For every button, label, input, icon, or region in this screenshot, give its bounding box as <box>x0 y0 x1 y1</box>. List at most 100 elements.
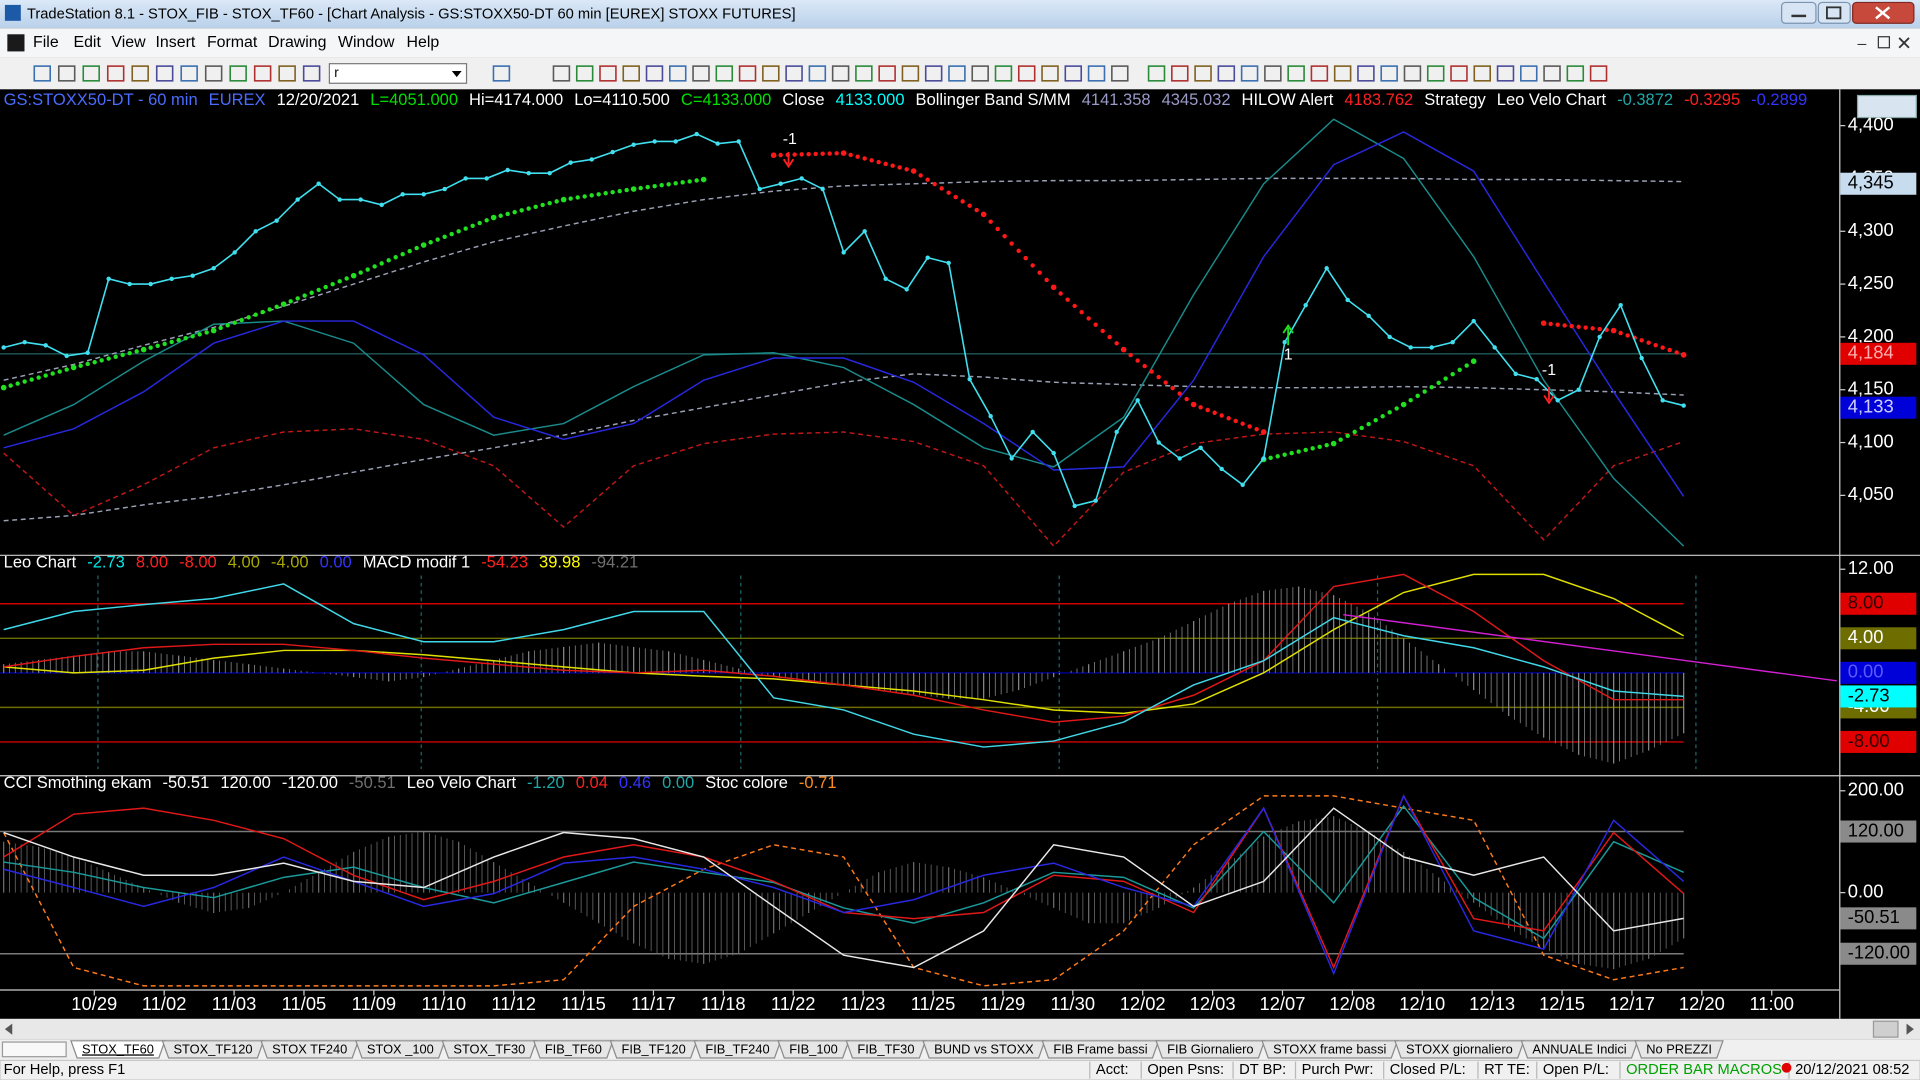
strategy-dot-trail <box>106 356 111 361</box>
price-dot <box>232 250 237 255</box>
menu-item[interactable]: Help <box>407 34 440 51</box>
tab[interactable] <box>161 1040 265 1059</box>
toolbar-icon[interactable] <box>738 65 757 82</box>
doc-close[interactable] <box>1898 37 1910 49</box>
tab[interactable] <box>260 1040 360 1059</box>
toolbar-icon[interactable] <box>278 65 296 82</box>
toolbar-icon[interactable] <box>878 65 896 82</box>
toolbar-icon[interactable] <box>1147 65 1166 82</box>
scroll-left[interactable] <box>4 1023 13 1035</box>
toolbar-icon[interactable] <box>1520 65 1538 82</box>
menu-item[interactable]: File <box>33 34 59 51</box>
minimize-button[interactable] <box>1781 1 1817 24</box>
toolbar-icon[interactable] <box>1310 65 1329 82</box>
menu-item[interactable]: Format <box>207 34 258 51</box>
toolbar-icon[interactable] <box>831 65 850 82</box>
toolbar-icon[interactable] <box>1194 65 1212 82</box>
tab[interactable] <box>1261 1040 1399 1059</box>
toolbar-icon[interactable] <box>645 65 664 82</box>
tab[interactable] <box>355 1040 446 1059</box>
toolbar-icon[interactable] <box>552 65 571 82</box>
tab[interactable] <box>1394 1040 1525 1059</box>
toolbar-icon[interactable] <box>1287 65 1305 82</box>
tab[interactable] <box>441 1040 538 1059</box>
toolbar-icon[interactable] <box>1217 65 1236 82</box>
toolbar-icon[interactable] <box>1333 65 1352 82</box>
toolbar-icon[interactable] <box>785 65 803 82</box>
toolbar-icon[interactable] <box>1171 65 1189 82</box>
tab[interactable] <box>1520 1040 1639 1059</box>
toolbar-icon[interactable] <box>715 65 734 82</box>
doc-restore[interactable] <box>1877 36 1890 49</box>
toolbar-icon[interactable] <box>204 65 223 82</box>
tab[interactable] <box>777 1040 850 1059</box>
toolbar-icon[interactable] <box>901 65 920 82</box>
symbol-combo[interactable] <box>328 63 468 84</box>
tab[interactable] <box>693 1040 782 1059</box>
toolbar-icon[interactable] <box>155 65 174 82</box>
toolbar-icon[interactable] <box>1357 65 1375 82</box>
toolbar-icon[interactable] <box>1087 65 1106 82</box>
toolbar-icon[interactable] <box>57 65 76 82</box>
toolbar-icon[interactable] <box>762 65 780 82</box>
toolbar-icon[interactable] <box>1426 65 1445 82</box>
toolbar-icon[interactable] <box>855 65 873 82</box>
maximize-button[interactable] <box>1817 1 1851 24</box>
tab[interactable] <box>532 1040 614 1059</box>
strategy-dot <box>210 327 217 334</box>
toolbar-icon[interactable] <box>1240 65 1259 82</box>
toolbar-icon[interactable] <box>971 65 989 82</box>
scroll-thumb[interactable] <box>1872 1020 1899 1038</box>
toolbar-icon[interactable] <box>669 65 687 82</box>
toolbar-icon[interactable] <box>1450 65 1468 82</box>
toolbar-icon[interactable] <box>948 65 966 82</box>
toolbar-icon[interactable] <box>808 65 827 82</box>
price-dot <box>1303 303 1308 308</box>
toolbar-icon[interactable] <box>180 65 198 82</box>
toolbar-icon[interactable] <box>599 65 617 82</box>
tab[interactable] <box>922 1040 1046 1059</box>
toolbar-icon[interactable] <box>622 65 640 82</box>
toolbar-icon[interactable] <box>82 65 100 82</box>
toolbar-icon[interactable] <box>1496 65 1515 82</box>
toolbar-icon[interactable] <box>1111 65 1129 82</box>
toolbar-icon[interactable] <box>302 65 321 82</box>
menu-item[interactable]: Window <box>338 34 395 51</box>
toolbar-icon[interactable] <box>994 65 1013 82</box>
menu-item[interactable]: Insert <box>156 34 196 51</box>
toolbar-icon[interactable] <box>1380 65 1398 82</box>
toolbar-icon[interactable] <box>229 65 247 82</box>
toolbar-icon[interactable] <box>1041 65 1059 82</box>
toolbar-icon[interactable] <box>1403 65 1422 82</box>
tab[interactable] <box>609 1040 698 1059</box>
scroll-right[interactable] <box>1906 1023 1914 1035</box>
tab[interactable] <box>845 1040 927 1059</box>
scrollbar[interactable] <box>0 1018 1920 1040</box>
doc-minimize[interactable]: – <box>1858 35 1867 52</box>
toolbar-icon[interactable] <box>131 65 149 82</box>
tab[interactable] <box>1634 1040 1724 1059</box>
inner-window-buttons[interactable] <box>1856 94 1917 119</box>
menu-item[interactable]: Edit <box>73 34 101 51</box>
toolbar-icon[interactable] <box>1566 65 1585 82</box>
toolbar-icon[interactable] <box>924 65 943 82</box>
toolbar-icon[interactable] <box>1017 65 1036 82</box>
menu-item[interactable]: Drawing <box>268 34 326 51</box>
toolbar-icon[interactable] <box>1264 65 1282 82</box>
toolbar-icon[interactable] <box>575 65 594 82</box>
toolbar-icon[interactable] <box>33 65 51 82</box>
indicator-readout: 12/20/2021 <box>277 90 360 109</box>
toolbar-icon[interactable] <box>253 65 272 82</box>
tab[interactable] <box>1041 1040 1160 1059</box>
tab-nav-buttons[interactable] <box>1 1041 67 1058</box>
tab[interactable] <box>1155 1040 1266 1059</box>
toolbar-icon[interactable] <box>1064 65 1083 82</box>
tab[interactable] <box>70 1040 166 1059</box>
menu-item[interactable]: View <box>111 34 146 51</box>
toolbar-icon[interactable] <box>492 65 511 82</box>
toolbar-icon[interactable] <box>1543 65 1561 82</box>
toolbar-icon[interactable] <box>106 65 125 82</box>
toolbar-icon[interactable] <box>692 65 710 82</box>
toolbar-icon[interactable] <box>1473 65 1491 82</box>
toolbar-icon[interactable] <box>1589 65 1608 82</box>
